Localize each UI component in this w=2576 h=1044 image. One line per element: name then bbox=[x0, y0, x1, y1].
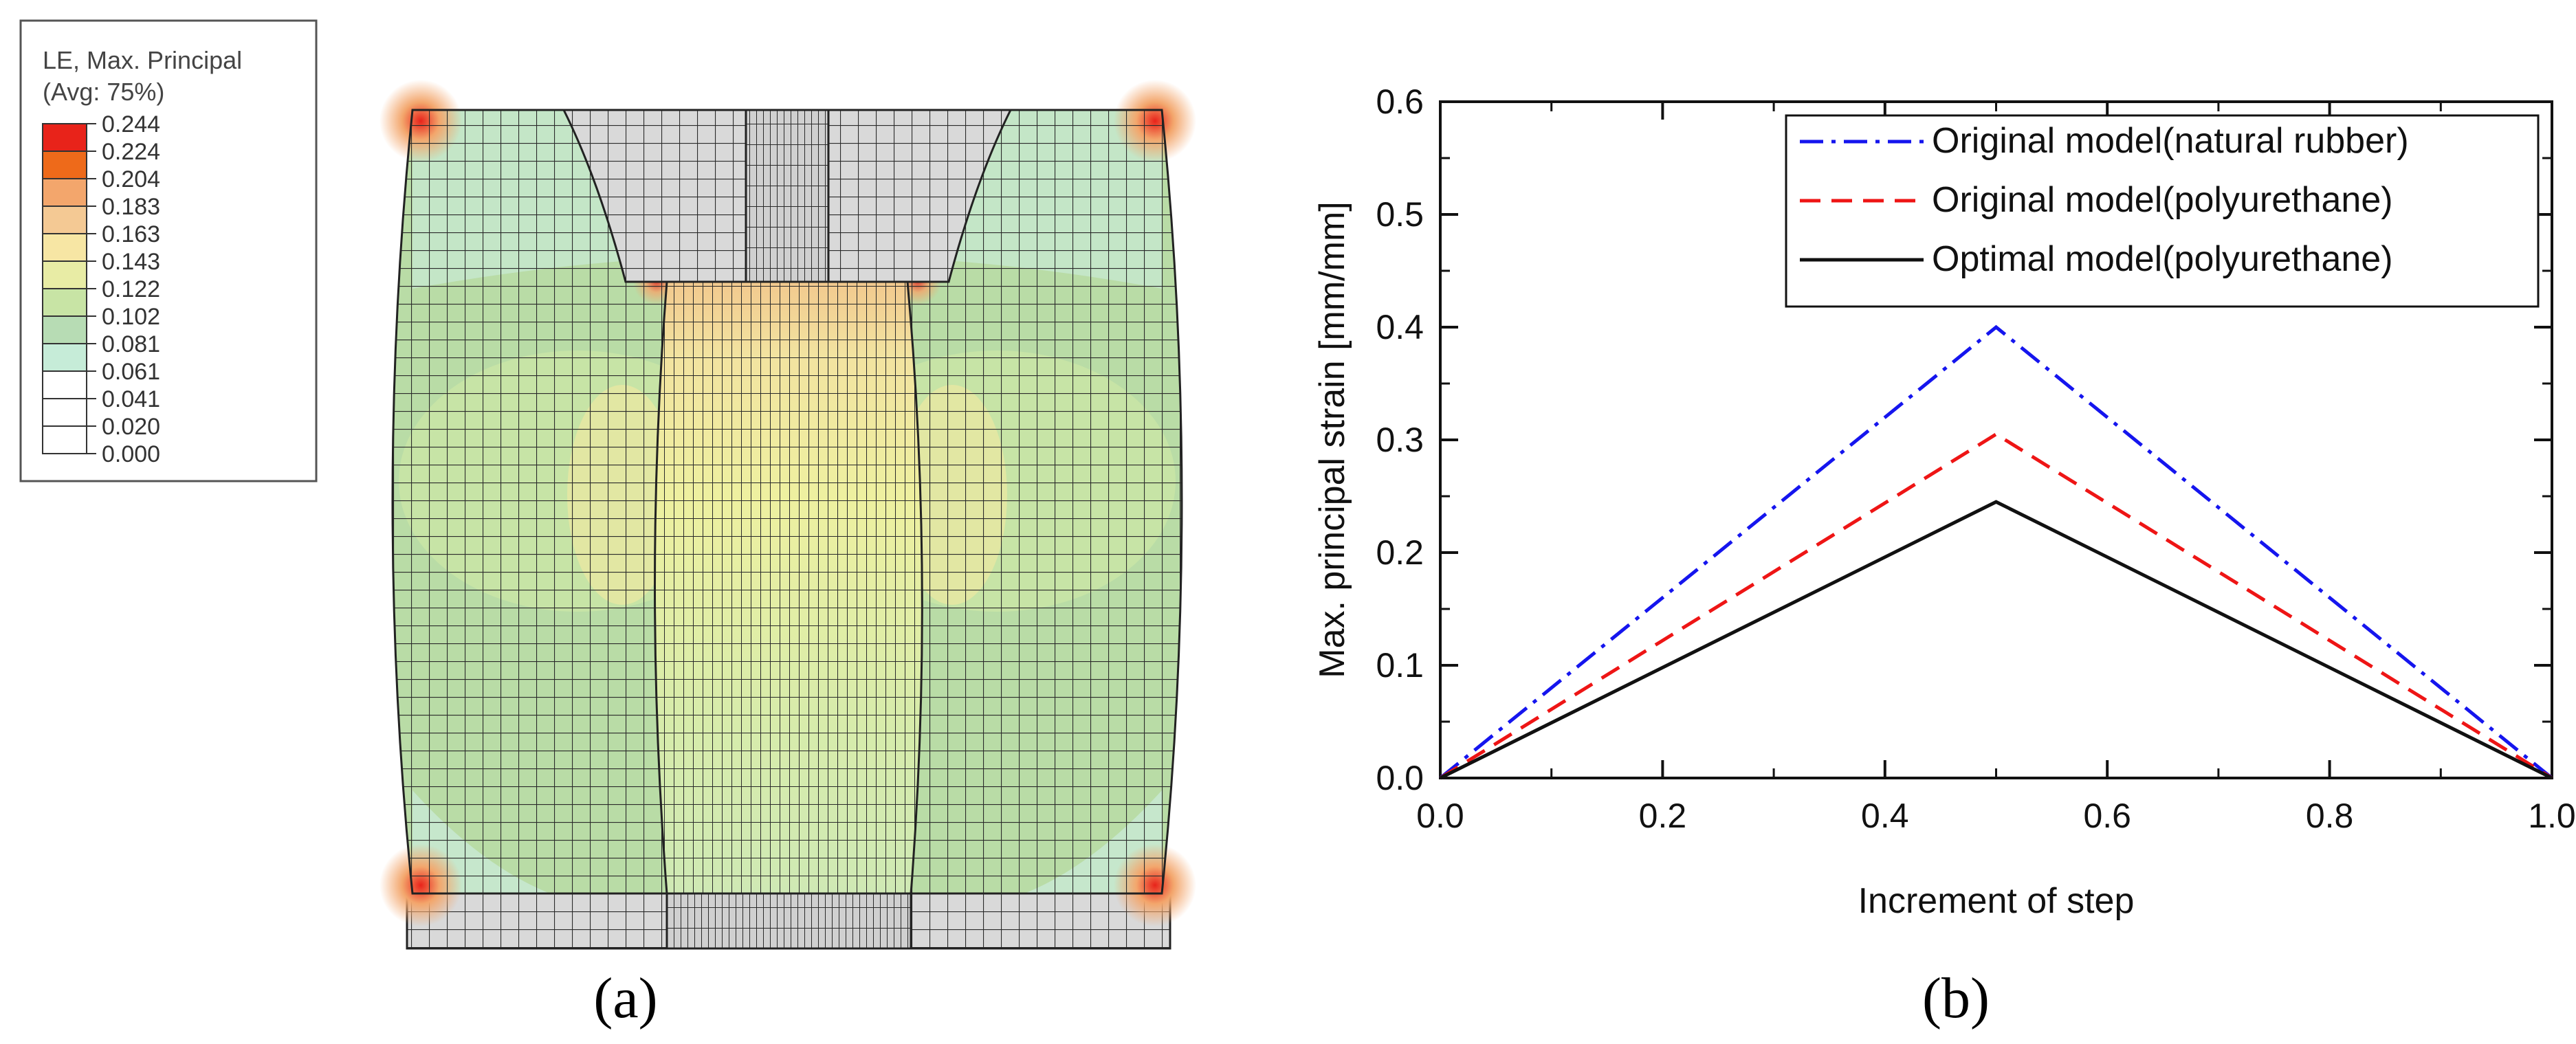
y-tick-label: 0.5 bbox=[1376, 195, 1424, 234]
legend-swatch bbox=[42, 288, 87, 317]
legend-level-label: 0.122 bbox=[102, 276, 160, 302]
legend-box bbox=[1785, 114, 2540, 308]
fe-contour-panel: LE, Max. Principal (Avg: 75%) 0.2440.224… bbox=[19, 19, 1196, 1030]
chart-ticks: 0.0 0.2 0.4 0.6 0.8 1.0 0.0 0.1 0.2 0.3 0.4 0.5 0.6 bbox=[1376, 82, 2575, 835]
chart-series bbox=[1439, 324, 2553, 780]
series-line bbox=[1439, 432, 2553, 780]
y-tick-label: 0.4 bbox=[1376, 308, 1424, 346]
legend-title: LE, Max. Principal bbox=[43, 46, 242, 74]
legend-subtitle: (Avg: 75%) bbox=[43, 78, 164, 106]
legend-swatch bbox=[42, 233, 87, 262]
legend-level-label: 0.224 bbox=[102, 139, 160, 165]
series-line bbox=[1439, 324, 2553, 779]
x-tick-label: 0.8 bbox=[2306, 797, 2354, 835]
x-tick-label: 0.2 bbox=[1639, 797, 1687, 835]
x-tick-label: 0.6 bbox=[2083, 797, 2131, 835]
y-tick-label: 0.0 bbox=[1376, 759, 1424, 797]
legend-swatches bbox=[42, 123, 87, 454]
caption-b: (b) bbox=[1922, 966, 1990, 1030]
y-tick-label: 0.2 bbox=[1376, 533, 1424, 572]
legend-level-label: 0.183 bbox=[102, 194, 160, 220]
contour-legend: LE, Max. Principal (Avg: 75%) 0.2440.224… bbox=[19, 19, 318, 482]
x-tick-label: 0.4 bbox=[1861, 797, 1909, 835]
y-tick-label: 0.6 bbox=[1376, 82, 1424, 121]
x-tick-label: 0.0 bbox=[1416, 797, 1464, 835]
legend-level-label: 0.041 bbox=[102, 386, 160, 412]
legend-swatch bbox=[42, 370, 87, 399]
legend-level-label: 0.000 bbox=[102, 441, 160, 467]
legend-swatch bbox=[42, 398, 87, 427]
x-tick-label: 1.0 bbox=[2528, 797, 2576, 835]
legend-swatch bbox=[42, 343, 87, 372]
legend-swatch bbox=[42, 315, 87, 344]
legend-entry-label: Original model(natural rubber) bbox=[1932, 121, 2409, 161]
chart-legend: Original model(natural rubber) Original m… bbox=[1785, 114, 2540, 308]
legend-swatch bbox=[42, 123, 87, 152]
x-axis-label: Increment of step bbox=[1858, 881, 2135, 921]
caption-a: (a) bbox=[593, 966, 657, 1030]
legend-level-label: 0.061 bbox=[102, 359, 160, 385]
legend-level-label: 0.020 bbox=[102, 414, 160, 440]
legend-swatch bbox=[42, 425, 87, 454]
inner-core bbox=[654, 280, 923, 950]
legend-level-label: 0.143 bbox=[102, 249, 160, 275]
y-tick-label: 0.3 bbox=[1376, 421, 1424, 459]
legend-entry-label: Original model(polyurethane) bbox=[1932, 180, 2393, 220]
legend-level-label: 0.244 bbox=[102, 111, 160, 137]
legend-swatch bbox=[42, 206, 87, 234]
legend-level-label: 0.204 bbox=[102, 166, 160, 192]
legend-level-label: 0.102 bbox=[102, 304, 160, 330]
y-tick-label: 0.1 bbox=[1376, 646, 1424, 685]
legend-swatch bbox=[42, 260, 87, 289]
legend-level-label: 0.081 bbox=[102, 331, 160, 357]
legend-swatch bbox=[42, 178, 87, 207]
legend-swatch bbox=[42, 151, 87, 179]
y-axis-label: Max. principal strain [mm/mm] bbox=[1312, 201, 1352, 678]
legend-level-label: 0.163 bbox=[102, 221, 160, 247]
strain-chart: 0.0 0.2 0.4 0.6 0.8 1.00.00.10.20.30.40.50.6 … bbox=[1312, 82, 2576, 1030]
series-line bbox=[1439, 500, 2553, 780]
legend-labels: 0.2440.2240.2040.1830.1630.1430.1220.102… bbox=[87, 111, 160, 467]
legend-entry-label: Optimal model(polyurethane) bbox=[1932, 239, 2393, 279]
